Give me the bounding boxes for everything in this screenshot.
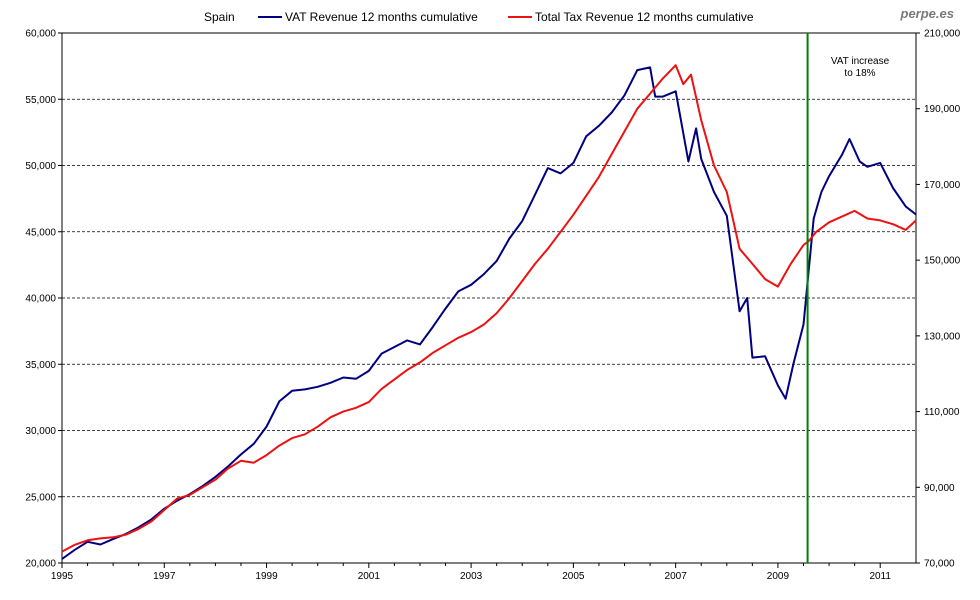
x-tick-label: 2003 — [460, 571, 483, 582]
left-tick-label: 25,000 — [25, 492, 56, 503]
right-tick-label: 110,000 — [924, 407, 960, 418]
left-tick-label: 35,000 — [25, 360, 56, 371]
right-tick-label: 190,000 — [924, 104, 961, 115]
x-tick-label: 1995 — [51, 571, 74, 582]
right-tick-label: 170,000 — [924, 180, 961, 191]
left-tick-label: 20,000 — [25, 559, 56, 570]
right-tick-label: 130,000 — [924, 331, 961, 342]
legend-label: Total Tax Revenue 12 months cumulative — [535, 10, 754, 24]
right-tick-label: 90,000 — [924, 483, 955, 494]
left-tick-label: 40,000 — [25, 294, 56, 305]
vat-revenue-line — [61, 66, 917, 560]
left-axis: 20,000 25,000 30,000 35,000 40,000 45,000 50,0… — [25, 29, 62, 570]
left-tick-label: 55,000 — [25, 95, 56, 106]
right-axis: 70,000 90,000 110,000 130,000 150,000 170,000… — [916, 29, 961, 570]
right-tick-label: 70,000 — [924, 559, 955, 570]
x-tick-label: 2001 — [358, 571, 381, 582]
x-tick-label: 2007 — [665, 571, 688, 582]
total-tax-revenue-line — [61, 64, 917, 553]
x-tick-label: 1997 — [153, 571, 176, 582]
right-tick-label: 150,000 — [924, 256, 961, 267]
right-tick-label: 210,000 — [924, 29, 961, 40]
x-tick-label: 1999 — [255, 571, 278, 582]
legend-label: VAT Revenue 12 months cumulative — [285, 10, 478, 24]
brand-logo-text: perpe.es — [900, 6, 954, 21]
left-tick-label: 50,000 — [25, 161, 56, 172]
gridlines — [62, 98, 916, 498]
left-tick-label: 60,000 — [25, 29, 56, 40]
x-tick-label: 2009 — [767, 571, 790, 582]
x-tick-label: 2005 — [562, 571, 585, 582]
x-axis: 1995 1997 1999 2001 2003 2005 2007 2009 2011 — [51, 563, 891, 582]
annotation-text: to 18% — [844, 68, 875, 79]
chart-title: Spain — [204, 10, 235, 24]
left-tick-label: 45,000 — [25, 227, 56, 238]
legend: Spain VAT Revenue 12 months cumulative To… — [204, 10, 754, 24]
x-tick-label: 2011 — [869, 571, 891, 582]
left-tick-label: 30,000 — [25, 426, 56, 437]
series-lines — [61, 64, 917, 560]
annotation-text: VAT increase — [831, 56, 890, 67]
